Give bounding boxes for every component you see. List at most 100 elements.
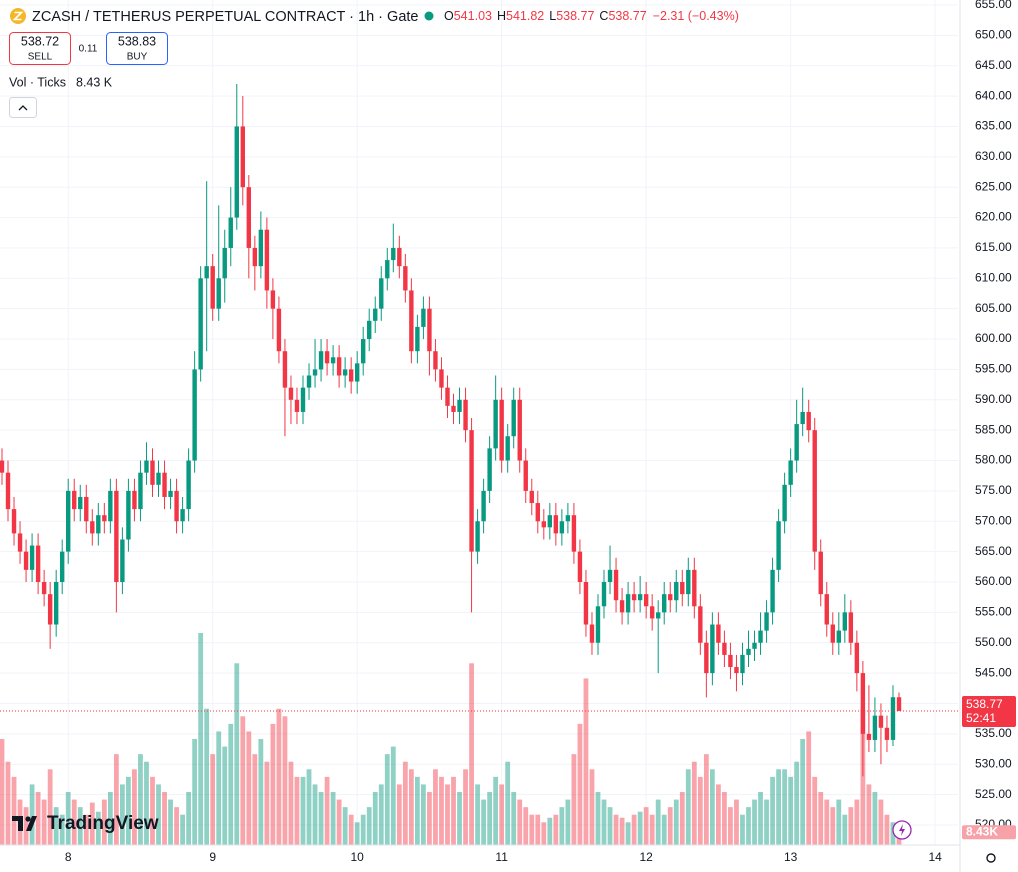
candle-body: [764, 612, 769, 631]
candle-body: [818, 551, 823, 595]
volume-bar: [523, 807, 529, 845]
candle-body: [571, 515, 577, 552]
candle-body: [451, 405, 456, 412]
candle-body: [842, 612, 848, 631]
candle-body: [108, 490, 113, 522]
volume-bar: [679, 792, 685, 845]
volume-bar: [878, 799, 884, 845]
candle-body: [475, 521, 480, 552]
volume-bar: [101, 799, 107, 845]
collapse-button[interactable]: [9, 97, 37, 118]
candle-body: [132, 490, 137, 510]
volume-bar: [390, 746, 396, 845]
volume-bar: [794, 761, 800, 845]
volume-bar: [667, 807, 673, 845]
volume-bar: [47, 769, 53, 845]
candle-body: [35, 545, 41, 583]
candle-body: [782, 484, 787, 522]
volume-bar: [192, 739, 198, 845]
candle-body: [415, 326, 420, 352]
volume-bar: [264, 761, 270, 845]
candle-body: [860, 673, 866, 734]
volume-bar: [866, 784, 872, 845]
volume-bar: [41, 799, 47, 845]
volume-bar: [342, 807, 348, 845]
settings-icon[interactable]: [986, 853, 996, 863]
y-tick-label: 575.00: [975, 483, 1012, 497]
volume-bar: [788, 776, 794, 845]
volume-bar: [619, 817, 625, 845]
sell-button[interactable]: [9, 32, 71, 65]
candle-body: [848, 612, 854, 643]
ohlc-value: 538.77: [556, 9, 594, 23]
spread: 0.11: [79, 44, 98, 55]
candle-body: [120, 539, 125, 583]
candle-body: [734, 667, 739, 674]
candle-body: [342, 369, 348, 376]
candle-body: [625, 594, 631, 613]
candle-body: [463, 399, 468, 431]
candle-body: [312, 369, 318, 376]
volume-bar: [270, 723, 276, 845]
candle-body: [493, 399, 498, 449]
candle-body: [872, 715, 878, 740]
candle-body: [17, 533, 23, 552]
volume-bar: [746, 807, 751, 845]
volume-bar: [565, 799, 571, 845]
buy-button[interactable]: [106, 32, 168, 65]
candle-body: [192, 369, 197, 461]
volume-bar: [83, 814, 89, 845]
candle-body: [812, 430, 817, 552]
y-tick-label: 595.00: [975, 362, 1012, 376]
y-tick-label: 530.00: [975, 756, 1012, 770]
y-tick-label: 640.00: [975, 88, 1012, 102]
y-tick-label: 545.00: [975, 665, 1012, 679]
volume-bar: [697, 776, 703, 845]
y-tick-label: 655.00: [975, 0, 1012, 11]
volume-bar: [65, 792, 71, 845]
volume-bar: [487, 792, 493, 845]
candle-body: [228, 217, 233, 248]
volume-bar: [180, 814, 185, 845]
volume-bar: [559, 807, 565, 845]
candle-body: [367, 320, 372, 340]
volume-bar: [709, 769, 715, 845]
candle-body: [481, 490, 486, 522]
volume-bar: [649, 814, 655, 845]
candle-body: [0, 460, 5, 473]
candle-body: [637, 594, 643, 601]
candle-body: [746, 648, 751, 655]
candle-body: [78, 496, 83, 510]
volume-bar: [715, 784, 721, 845]
volume-bar: [643, 807, 649, 845]
candle-body: [156, 472, 161, 485]
candle-body: [595, 606, 601, 643]
volume-bar: [481, 799, 487, 845]
candle-body: [800, 411, 805, 425]
y-tick-label: 600.00: [975, 331, 1012, 345]
y-tick-label: 625.00: [975, 179, 1012, 193]
candle-body: [836, 630, 841, 643]
volume-bar: [722, 792, 727, 845]
volume-bar: [113, 754, 119, 845]
ohlc-legend: O541.03 H541.82 L538.77 C538.77 −2.31 (−0.43…: [444, 9, 739, 23]
volume-bar: [511, 792, 517, 845]
volume-bar: [433, 769, 438, 845]
y-tick-label: 620.00: [975, 210, 1012, 224]
volume-bar: [162, 792, 167, 845]
volume-bar: [222, 746, 228, 845]
candle-body: [788, 460, 793, 485]
volume-bar: [806, 731, 812, 845]
candle-body: [631, 594, 637, 601]
volume-bar: [740, 814, 745, 845]
candle-body: [529, 490, 534, 504]
volume-bar: [240, 716, 246, 845]
candle-body: [692, 569, 697, 607]
volume-bar: [463, 769, 468, 845]
candle-body: [457, 399, 462, 412]
volume-bar: [764, 799, 769, 845]
logo-text: TradingView: [47, 813, 159, 834]
volume-bar: [631, 814, 637, 845]
volume-bar: [884, 814, 890, 845]
volume-bar: [150, 776, 155, 845]
